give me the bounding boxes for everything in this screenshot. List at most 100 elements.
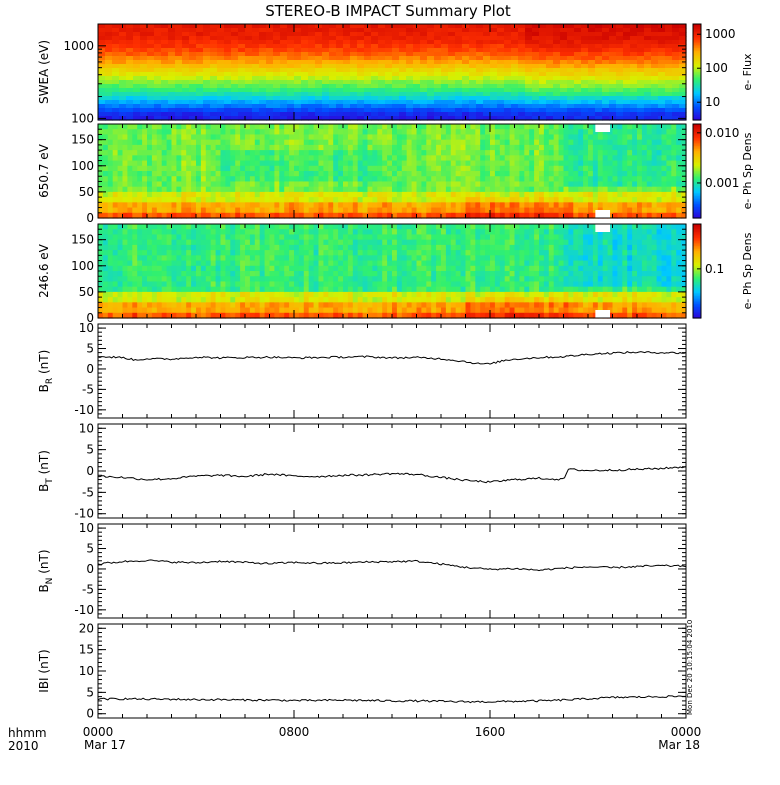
spectrogram-cell (201, 134, 207, 140)
spectrogram-cell (162, 192, 168, 198)
spectrogram-cell (175, 52, 183, 57)
spectrogram-cell (154, 36, 162, 41)
spectrogram-cell (666, 197, 672, 203)
spectrogram-cell (651, 32, 659, 37)
spectrogram-cell (385, 64, 393, 69)
spectrogram-cell (608, 166, 614, 172)
spectrogram-cell (483, 96, 491, 101)
spectrogram-cell (448, 28, 456, 33)
spectrogram-cell (651, 72, 659, 77)
spectrogram-cell (627, 150, 633, 156)
spectrogram-cell (238, 60, 246, 65)
spectrogram-cell (250, 124, 256, 130)
spectrogram-cell (515, 134, 521, 140)
spectrogram-cell (140, 36, 148, 41)
spectrogram-cell (186, 297, 192, 303)
spectrogram-cell (595, 88, 603, 93)
spectrogram-cell (456, 161, 462, 167)
spectrogram-cell (274, 129, 280, 135)
spectrogram-cell (385, 112, 393, 117)
spectrogram-cell (679, 68, 687, 73)
spectrogram-cell (105, 92, 113, 97)
spectrogram-cell (456, 145, 462, 151)
spectrogram-cell (113, 166, 119, 172)
spectrogram-cell (217, 48, 225, 53)
spectrogram-cell (588, 64, 596, 69)
spectrogram-cell (406, 44, 414, 49)
spectrogram-cell (176, 181, 182, 187)
spectrogram-cell (338, 202, 344, 208)
spectrogram-cell (651, 84, 659, 89)
spectrogram-cell (279, 197, 285, 203)
spectrogram-cell (294, 129, 300, 135)
spectrogram-cell (189, 76, 197, 81)
spectrogram-cell (647, 208, 653, 214)
spectrogram-cell (434, 64, 442, 69)
spectrogram-cell (167, 234, 173, 240)
spectrogram-cell (568, 166, 574, 172)
spectrogram-cell (630, 92, 638, 97)
spectrogram-cell (364, 52, 372, 57)
spectrogram-cell (203, 96, 211, 101)
spectrogram-cell (623, 72, 631, 77)
spectrogram-cell (186, 202, 192, 208)
spectrogram-cell (426, 150, 432, 156)
spectrogram-cell (176, 176, 182, 182)
spectrogram-cell (623, 96, 631, 101)
spectrogram-cell (287, 40, 295, 45)
spectrogram-cell (421, 208, 427, 214)
spectrogram-cell (343, 150, 349, 156)
spectrogram-cell (127, 308, 132, 314)
spectrogram-cell (505, 155, 511, 161)
spectrogram-cell (427, 92, 435, 97)
spectrogram-cell (515, 187, 521, 193)
spectrogram-cell (274, 192, 280, 198)
spectrogram-cell (455, 44, 463, 49)
spectrogram-cell (216, 234, 222, 240)
spectrogram-cell (259, 100, 267, 105)
spectrogram-cell (560, 48, 568, 53)
spectrogram-cell (252, 24, 260, 29)
spectrogram-cell (294, 166, 300, 172)
spectrogram-cell (152, 145, 158, 151)
spectrogram-cell (245, 140, 251, 146)
spectrogram-cell (385, 76, 393, 81)
spectrogram-cell (123, 276, 129, 282)
spectrogram-cell (567, 72, 575, 77)
spectrogram-cell (238, 100, 246, 105)
spectrogram-cell (132, 197, 138, 203)
spectrogram-cell (127, 129, 132, 135)
spectrogram-cell (224, 64, 232, 69)
spectrogram-cell (329, 104, 337, 109)
spectrogram-cell (133, 64, 141, 69)
spectrogram-cell (642, 202, 648, 208)
spectrogram-cell (647, 197, 653, 203)
spectrogram-cell (371, 100, 379, 105)
spectrogram-cell (434, 32, 442, 37)
spectrogram-cell (627, 155, 633, 161)
spectrogram-cell (647, 181, 653, 187)
spectrogram-cell (245, 60, 253, 65)
spectrogram-cell (322, 72, 330, 77)
spectrogram-cell (176, 302, 182, 308)
spectrogram-cell (329, 52, 337, 57)
spectrogram-cell (119, 88, 127, 93)
spectrogram-cell (441, 181, 447, 187)
spectrogram-cell (137, 271, 143, 277)
spectrogram-cell (329, 60, 337, 65)
spectrogram-cell (284, 150, 290, 156)
spectrogram-cell (637, 112, 645, 117)
spectrogram-cell (368, 129, 374, 135)
spectrogram-cell (350, 108, 358, 113)
spectrogram-cell (476, 76, 484, 81)
spectrogram-cell (382, 150, 388, 156)
spectrogram-cell (441, 56, 449, 61)
spectrogram-cell (147, 134, 153, 140)
spectrogram-cell (105, 108, 113, 113)
spectrogram-cell (147, 52, 155, 57)
spectrogram-cell (108, 208, 114, 214)
spectrogram-cell (329, 24, 337, 29)
spectrogram-cell (126, 76, 134, 81)
spectrogram-cell (328, 187, 334, 193)
spectrogram-cell (322, 96, 330, 101)
